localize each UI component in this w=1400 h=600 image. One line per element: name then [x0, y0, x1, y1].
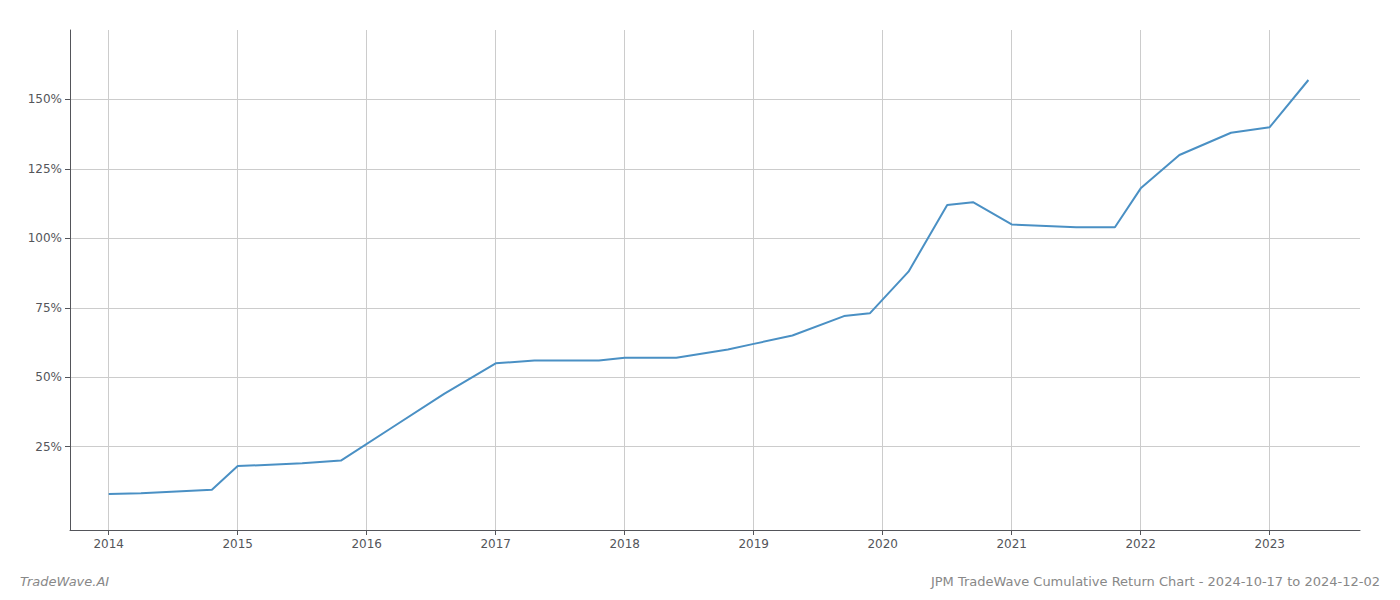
svg-text:2016: 2016 — [351, 537, 382, 551]
svg-text:150%: 150% — [28, 92, 62, 106]
svg-text:2021: 2021 — [996, 537, 1027, 551]
svg-text:125%: 125% — [28, 162, 62, 176]
svg-text:25%: 25% — [35, 440, 62, 454]
svg-text:2023: 2023 — [1254, 537, 1285, 551]
svg-text:2018: 2018 — [609, 537, 640, 551]
svg-text:75%: 75% — [35, 301, 62, 315]
svg-text:TradeWave.AI: TradeWave.AI — [20, 574, 109, 589]
svg-text:2020: 2020 — [867, 537, 898, 551]
svg-text:100%: 100% — [28, 231, 62, 245]
svg-text:2014: 2014 — [93, 537, 124, 551]
svg-text:JPM TradeWave Cumulative Retur: JPM TradeWave Cumulative Return Chart - … — [930, 574, 1380, 589]
svg-text:2015: 2015 — [222, 537, 253, 551]
svg-text:2022: 2022 — [1125, 537, 1156, 551]
svg-text:2017: 2017 — [480, 537, 511, 551]
svg-text:2019: 2019 — [738, 537, 769, 551]
svg-text:50%: 50% — [35, 370, 62, 384]
